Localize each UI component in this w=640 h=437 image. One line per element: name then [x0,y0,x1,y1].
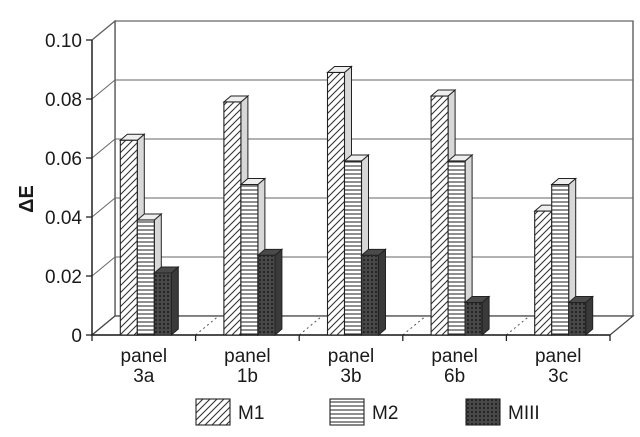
bar-side [378,248,386,337]
bar [567,295,595,337]
category-label: 6b [444,366,465,387]
gridline-depth [91,20,116,41]
legend-item: MIII [465,398,540,426]
legend-swatch [465,398,501,426]
bar-front [447,160,466,336]
side-wall [91,19,116,337]
bar-front [464,301,483,336]
y-tick-label: 0.02 [45,267,82,288]
bar [152,265,180,337]
bar-front [551,184,570,336]
bar-front [136,219,155,336]
bar-side [585,295,594,337]
bar-front [534,210,553,336]
y-tick-label: 0.04 [45,208,82,229]
bar [550,177,578,337]
legend-item: M2 [329,398,398,426]
category-label: 3a [133,366,155,387]
bar [256,248,284,337]
bar-side [274,248,283,337]
gridline-depth [91,79,116,100]
bar [463,295,491,337]
y-axis-title: ΔE [16,185,38,213]
category-label: 3c [548,366,568,387]
bar-front [223,101,242,336]
category-label: panel [224,346,271,367]
y-tick-labels: 0 0.02 0.04 0.06 0.08 0.10 [45,31,82,347]
bar-front [326,71,346,336]
legend-label: M2 [372,403,398,424]
bar-front [430,95,449,336]
category-label: 3b [340,366,361,387]
gridline-depth [91,256,116,277]
category-label: 1b [237,366,258,387]
y-tick-label: 0.10 [45,31,82,52]
legend-item: M1 [195,398,264,426]
category-label: panel [431,346,478,367]
bar-front [257,254,276,336]
category-label: panel [328,346,375,367]
bar [360,248,387,337]
bar-side [170,265,179,337]
y-tick-label: 0.08 [45,90,82,111]
bar-front [568,301,587,336]
gridline-depth [91,197,116,218]
y-tick-label: 0.06 [45,149,82,170]
legend-label: MIII [508,403,540,424]
legend-swatch [329,398,365,426]
bar-front [343,160,363,336]
legend-label: M1 [238,403,264,424]
category-label: panel [121,346,168,367]
legend: M1 M2 MIII [195,398,540,426]
bar-front [153,272,172,336]
category-label: panel [535,346,582,367]
y-tick-label: 0 [71,326,82,347]
bar-front [240,184,259,336]
bars [118,65,595,337]
gridline-depth [91,138,116,159]
legend-swatch [195,398,231,426]
bar-front [119,139,138,336]
bar-side [481,295,490,337]
bar-front [360,254,380,336]
